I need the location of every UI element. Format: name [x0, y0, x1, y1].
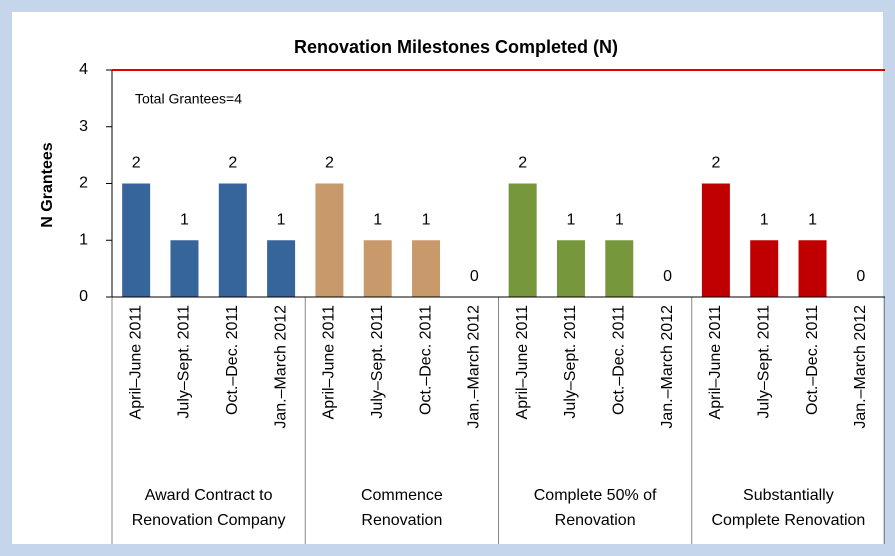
bar: [798, 240, 827, 297]
group-label: Award Contract to: [145, 487, 273, 504]
value-label: 1: [808, 211, 817, 228]
y-axis-label: N Grantees: [39, 142, 56, 227]
bar: [701, 183, 730, 297]
group-label: Complete Renovation: [711, 512, 865, 529]
bar: [218, 183, 247, 297]
bar: [508, 183, 537, 297]
x-tick-label: Oct.–Dec. 2011: [804, 305, 821, 415]
value-label: 1: [567, 211, 576, 228]
panel: [12, 12, 883, 544]
x-tick-label: July–Sept. 2011: [369, 305, 386, 419]
bar: [122, 183, 151, 297]
x-tick-label: Jan.–March 2012: [272, 305, 289, 429]
value-label: 2: [228, 155, 237, 172]
group-label: Renovation Company: [132, 512, 286, 529]
y-tick-label: 1: [79, 231, 88, 248]
bar: [363, 240, 392, 297]
x-tick-label: Jan.–March 2012: [466, 305, 483, 429]
bar: [750, 240, 779, 297]
x-tick-label: July–Sept. 2011: [755, 305, 772, 419]
value-label: 1: [422, 211, 431, 228]
x-tick-label: Oct.–Dec. 2011: [611, 305, 628, 415]
y-tick-label: 3: [79, 118, 88, 135]
value-label: 1: [180, 211, 189, 228]
value-label: 0: [856, 268, 865, 285]
x-tick-label: Oct.–Dec. 2011: [224, 305, 241, 415]
value-label: 2: [711, 155, 720, 172]
bar: [605, 240, 634, 297]
value-label: 2: [132, 155, 141, 172]
value-label: 2: [518, 155, 527, 172]
x-tick-label: April–June 2011: [127, 305, 144, 420]
value-label: 1: [615, 211, 624, 228]
x-tick-label: July–Sept. 2011: [562, 305, 579, 419]
value-label: 0: [663, 268, 672, 285]
x-tick-label: Jan.–March 2012: [852, 305, 869, 429]
x-tick-label: April–June 2011: [321, 305, 338, 420]
x-tick-label: April–June 2011: [707, 305, 724, 420]
x-tick-label: April–June 2011: [514, 305, 531, 420]
bar: [412, 240, 441, 297]
group-label: Complete 50% of: [534, 487, 657, 504]
x-tick-label: Oct.–Dec. 2011: [417, 305, 434, 415]
chart-title: Renovation Milestones Completed (N): [294, 37, 618, 57]
y-tick-label: 4: [79, 61, 88, 78]
bar: [170, 240, 199, 297]
x-tick-label: July–Sept. 2011: [176, 305, 193, 419]
group-label: Renovation: [555, 512, 636, 529]
group-label: Renovation: [361, 512, 442, 529]
bar: [315, 183, 344, 297]
bar: [267, 240, 296, 297]
value-label: 1: [760, 211, 769, 228]
value-label: 0: [470, 268, 479, 285]
group-label: Commence: [361, 487, 443, 504]
value-label: 1: [373, 211, 382, 228]
group-label: Substantially: [743, 487, 834, 504]
annotation: Total Grantees=4: [135, 91, 242, 107]
x-tick-label: Jan.–March 2012: [659, 305, 676, 429]
value-label: 2: [325, 155, 334, 172]
y-tick-label: 0: [79, 288, 88, 305]
y-tick-label: 2: [79, 175, 88, 192]
bar: [556, 240, 585, 297]
value-label: 1: [277, 211, 286, 228]
